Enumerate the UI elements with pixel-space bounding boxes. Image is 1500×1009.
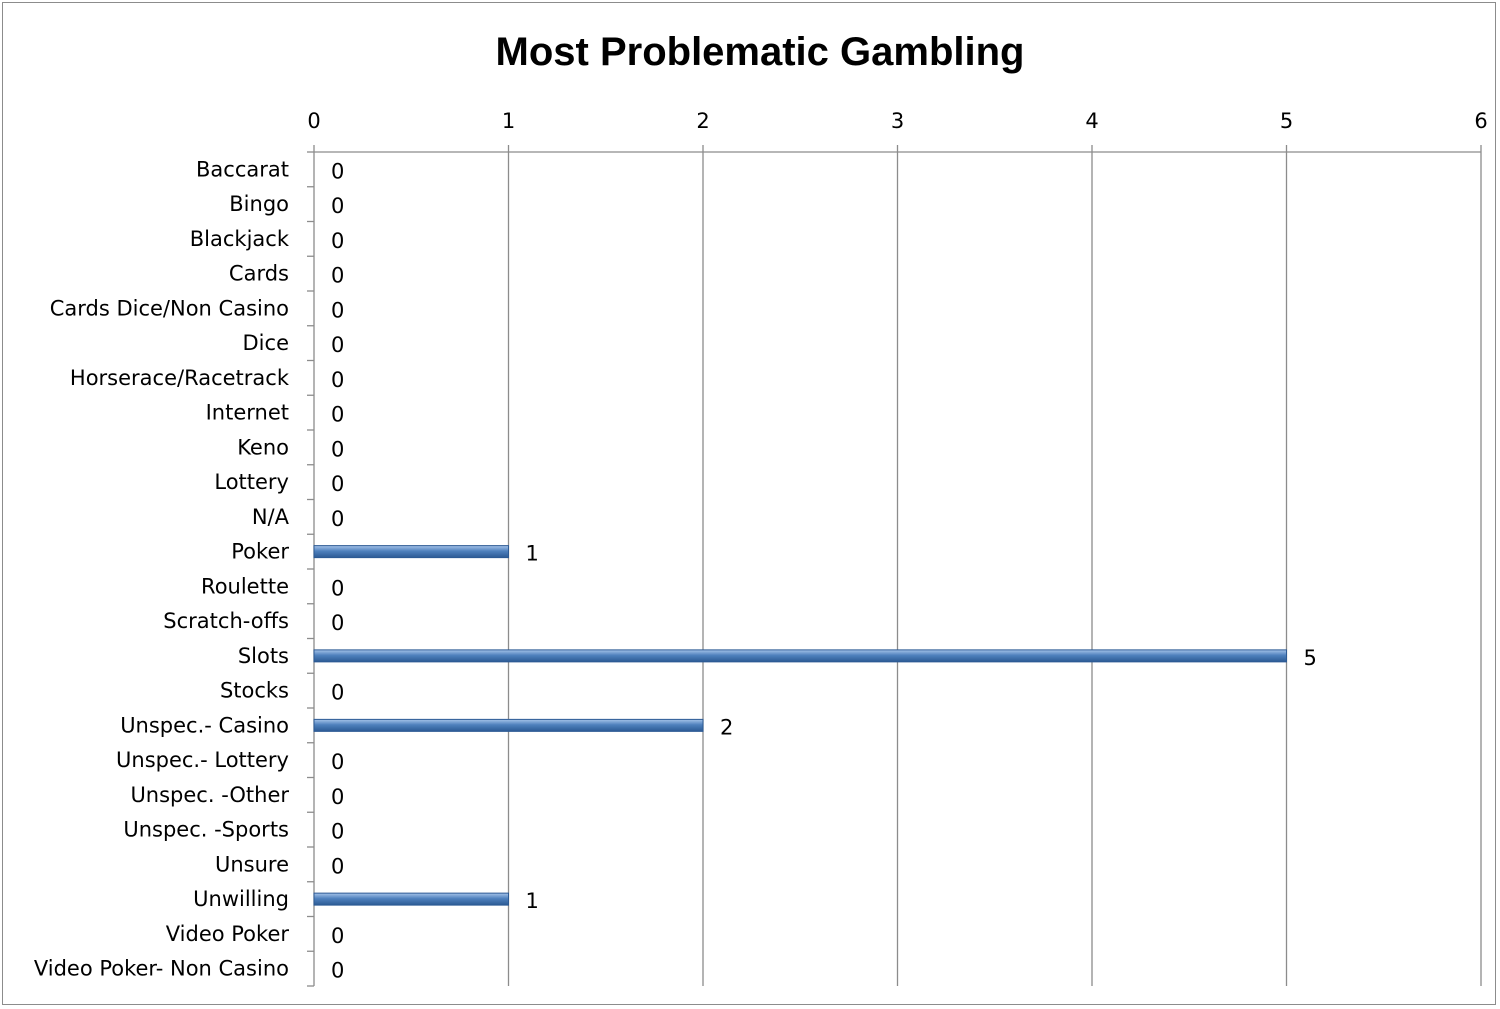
data-label: 0	[331, 229, 344, 253]
data-label: 0	[331, 750, 344, 774]
category-label: Internet	[206, 401, 289, 425]
category-label: N/A	[252, 505, 290, 529]
x-tick-label: 2	[696, 109, 709, 133]
x-tick-label: 5	[1280, 109, 1293, 133]
data-label: 1	[526, 542, 539, 566]
data-label: 0	[331, 924, 344, 948]
data-label: 0	[331, 403, 344, 427]
x-tick-label: 3	[891, 109, 904, 133]
category-label: Video Poker- Non Casino	[34, 957, 289, 981]
data-label: 0	[331, 437, 344, 461]
data-label: 0	[331, 159, 344, 183]
category-label: Unspec.- Casino	[120, 713, 289, 737]
category-label: Blackjack	[190, 227, 290, 251]
data-label: 0	[331, 333, 344, 357]
category-label: Roulette	[201, 574, 289, 598]
bars	[313, 545, 1287, 906]
category-label: Slots	[238, 644, 289, 668]
category-label: Stocks	[220, 679, 289, 703]
data-label: 0	[331, 959, 344, 983]
category-label: Keno	[237, 435, 289, 459]
category-label: Poker	[231, 540, 289, 564]
category-label: Cards Dice/Non Casino	[50, 296, 289, 320]
category-label: Unspec. -Sports	[123, 818, 289, 842]
chart-title: Most Problematic Gambling	[495, 30, 1025, 74]
data-label: 0	[331, 264, 344, 288]
data-label: 0	[331, 820, 344, 844]
data-label: 0	[331, 854, 344, 878]
x-tick-label: 0	[307, 109, 320, 133]
data-label: 0	[331, 507, 344, 531]
axes	[307, 145, 1482, 987]
x-tick-label: 1	[502, 109, 515, 133]
category-label: Lottery	[214, 470, 289, 494]
data-label: 0	[331, 785, 344, 809]
x-tick-label: 6	[1474, 109, 1487, 133]
labels: 0 1 2 3 4 5 6 Baccarat 0 Bingo 0 Blackjack 0 Cards 0 Ca…	[34, 109, 1488, 983]
data-label: 0	[331, 472, 344, 496]
bar	[313, 718, 704, 732]
data-label: 0	[331, 194, 344, 218]
data-label: 0	[331, 298, 344, 322]
data-label: 0	[331, 681, 344, 705]
data-label: 1	[526, 889, 539, 913]
category-label: Dice	[243, 331, 289, 355]
category-label: Unsure	[215, 852, 289, 876]
data-label: 0	[331, 368, 344, 392]
data-label: 0	[331, 611, 344, 635]
category-label: Baccarat	[196, 157, 289, 181]
category-label: Video Poker	[166, 922, 290, 946]
data-label: 5	[1304, 646, 1317, 670]
data-label: 2	[720, 715, 733, 739]
category-label: Scratch-offs	[163, 609, 289, 633]
x-tick-label: 4	[1085, 109, 1098, 133]
category-label: Unspec. -Other	[130, 783, 289, 807]
gridlines	[507, 152, 1482, 986]
category-label: Unspec.- Lottery	[116, 748, 289, 772]
bar	[313, 649, 1287, 663]
category-label: Horserace/Racetrack	[70, 366, 290, 390]
category-label: Cards	[229, 262, 289, 286]
category-label: Bingo	[229, 192, 289, 216]
bar	[313, 892, 509, 906]
bar	[313, 545, 509, 559]
category-label: Unwilling	[193, 887, 289, 911]
data-label: 0	[331, 576, 344, 600]
